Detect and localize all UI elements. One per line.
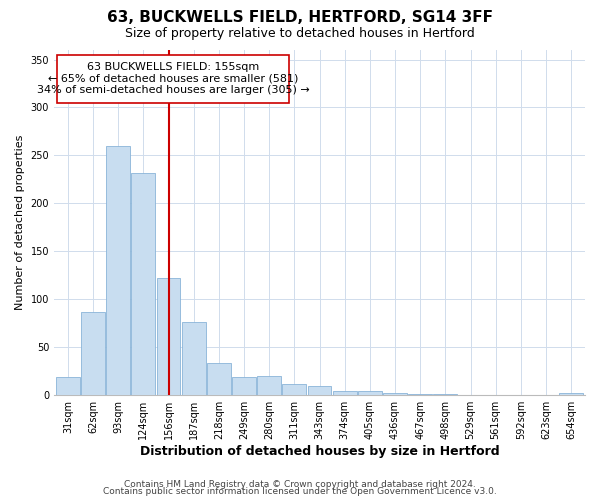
Text: ← 65% of detached houses are smaller (581): ← 65% of detached houses are smaller (58…: [48, 74, 298, 84]
Bar: [56, 376, 80, 394]
Text: Size of property relative to detached houses in Hertford: Size of property relative to detached ho…: [125, 28, 475, 40]
X-axis label: Distribution of detached houses by size in Hertford: Distribution of detached houses by size …: [140, 444, 499, 458]
Bar: [383, 393, 407, 394]
Bar: [131, 172, 155, 394]
Text: 34% of semi-detached houses are larger (305) →: 34% of semi-detached houses are larger (…: [37, 86, 310, 96]
Bar: [106, 146, 130, 394]
Bar: [283, 384, 307, 394]
Bar: [157, 278, 181, 394]
Bar: [358, 391, 382, 394]
Text: Contains HM Land Registry data © Crown copyright and database right 2024.: Contains HM Land Registry data © Crown c…: [124, 480, 476, 489]
Bar: [182, 322, 206, 394]
Bar: [81, 312, 105, 394]
Bar: [559, 393, 583, 394]
Text: Contains public sector information licensed under the Open Government Licence v3: Contains public sector information licen…: [103, 487, 497, 496]
FancyBboxPatch shape: [56, 55, 289, 102]
Text: 63 BUCKWELLS FIELD: 155sqm: 63 BUCKWELLS FIELD: 155sqm: [87, 62, 259, 72]
Bar: [308, 386, 331, 394]
Text: 63, BUCKWELLS FIELD, HERTFORD, SG14 3FF: 63, BUCKWELLS FIELD, HERTFORD, SG14 3FF: [107, 10, 493, 25]
Bar: [257, 376, 281, 394]
Y-axis label: Number of detached properties: Number of detached properties: [15, 134, 25, 310]
Bar: [232, 376, 256, 394]
Bar: [333, 391, 356, 394]
Bar: [207, 363, 231, 394]
